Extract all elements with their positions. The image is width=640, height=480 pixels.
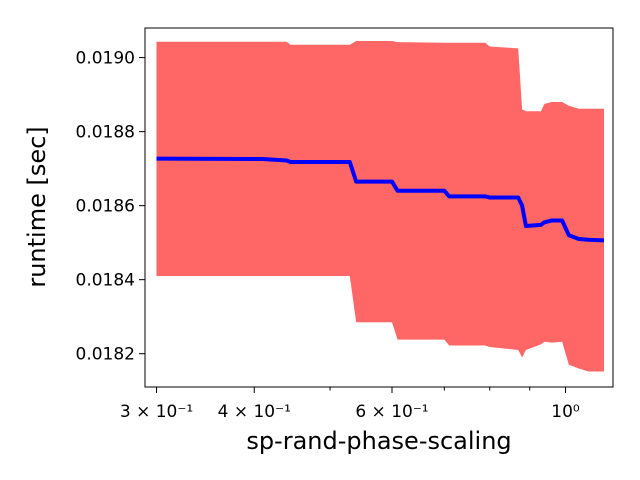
x-tick-label: 6 × 10⁻¹ — [355, 402, 428, 422]
mean-runtime-line — [156, 156, 605, 243]
x-tick-label: 4 × 10⁻¹ — [218, 402, 291, 422]
x-tick-label: 3 × 10⁻¹ — [120, 402, 193, 422]
y-tick-label: 0.0182 — [76, 345, 135, 365]
x-axis: 3 × 10⁻¹ 4 × 10⁻¹ 6 × 10⁻¹ 10⁰ — [120, 387, 580, 422]
plot-frame — [144, 27, 614, 388]
y-tick-label: 0.0184 — [76, 271, 135, 291]
x-tick-label: 10⁰ — [551, 402, 580, 422]
y-axis: 0.0182 0.0184 0.0186 0.0188 0.0190 — [76, 49, 145, 365]
y-tick-label: 0.0186 — [76, 197, 135, 217]
mean-line-layer — [156, 156, 605, 243]
y-tick-label: 0.0188 — [76, 123, 135, 143]
y-tick-label: 0.0190 — [76, 49, 135, 69]
x-axis-title: sp-rand-phase-scaling — [246, 427, 511, 455]
error-band-layer — [156, 41, 604, 372]
y-axis-title: runtime [sec] — [23, 126, 51, 287]
error-band — [156, 41, 604, 372]
